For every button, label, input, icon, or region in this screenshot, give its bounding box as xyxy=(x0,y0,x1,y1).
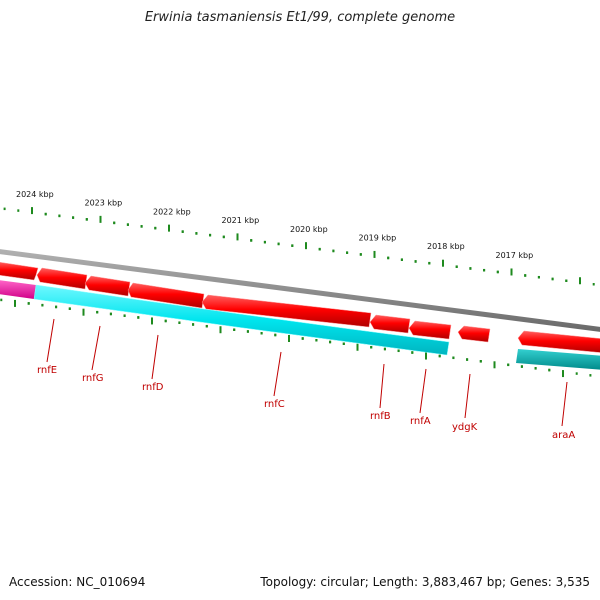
accession-text: Accession: NC_010694 xyxy=(9,575,146,589)
gene-label: rnfC xyxy=(264,399,285,410)
kbp-label: 2020 kbp xyxy=(290,225,328,234)
gene-label-group: rnfE rnfG rnfD rnfC rnfB rnfA ydgK araA xyxy=(37,318,575,441)
gene-label: rnfD xyxy=(142,382,164,393)
kbp-label: 2018 kbp xyxy=(427,242,465,251)
kbp-label: 2019 kbp xyxy=(359,234,397,243)
gene-leader-line xyxy=(273,351,282,397)
gene-arrow xyxy=(127,282,205,309)
gene-leader-line xyxy=(379,363,385,409)
gene-leader-line xyxy=(46,318,55,363)
gene-arrow xyxy=(369,314,411,334)
gene-arrow xyxy=(457,325,491,343)
gene-arrow xyxy=(84,275,131,297)
gene-leader-line xyxy=(151,334,159,380)
kbp-label: 2017 kbp xyxy=(496,251,534,260)
outer-tick-ring xyxy=(3,207,595,286)
gene-arrow xyxy=(517,330,600,353)
cds-track xyxy=(0,280,600,370)
inner-tick-ring xyxy=(0,298,592,378)
kbp-label: 2024 kbp xyxy=(16,190,54,199)
gene-label: rnfE xyxy=(37,365,57,376)
kbp-label: 2021 kbp xyxy=(222,216,260,225)
teal-segment xyxy=(516,349,600,370)
kbp-label: 2022 kbp xyxy=(153,207,191,216)
forward-feature-track xyxy=(0,262,600,353)
gene-arrow xyxy=(36,267,88,290)
gene-leader-line xyxy=(464,373,471,419)
gene-label: rnfG xyxy=(82,373,104,384)
pink-segment xyxy=(0,280,36,299)
gene-arrow xyxy=(0,262,39,281)
kbp-label-group: 2024 kbp 2023 kbp 2022 kbp 2021 kbp 2020 kbp… xyxy=(16,190,533,260)
gene-arrow xyxy=(201,294,372,328)
gene-label: rnfB xyxy=(370,411,391,422)
map-title: Erwinia tasmaniensis Et1/99, complete ge… xyxy=(144,10,456,25)
kbp-label: 2023 kbp xyxy=(85,199,123,208)
gene-label: araA xyxy=(552,430,575,441)
cyan-segment xyxy=(33,284,450,356)
gene-label: rnfA xyxy=(410,416,431,427)
gene-leader-line xyxy=(91,325,101,371)
gene-leader-line xyxy=(419,368,427,414)
genome-summary-text: Topology: circular; Length: 3,883,467 bp… xyxy=(260,575,590,589)
gene-leader-line xyxy=(561,381,568,427)
genome-backbone xyxy=(0,249,600,332)
gene-arrow xyxy=(408,320,452,340)
gene-label: ydgK xyxy=(452,422,478,433)
